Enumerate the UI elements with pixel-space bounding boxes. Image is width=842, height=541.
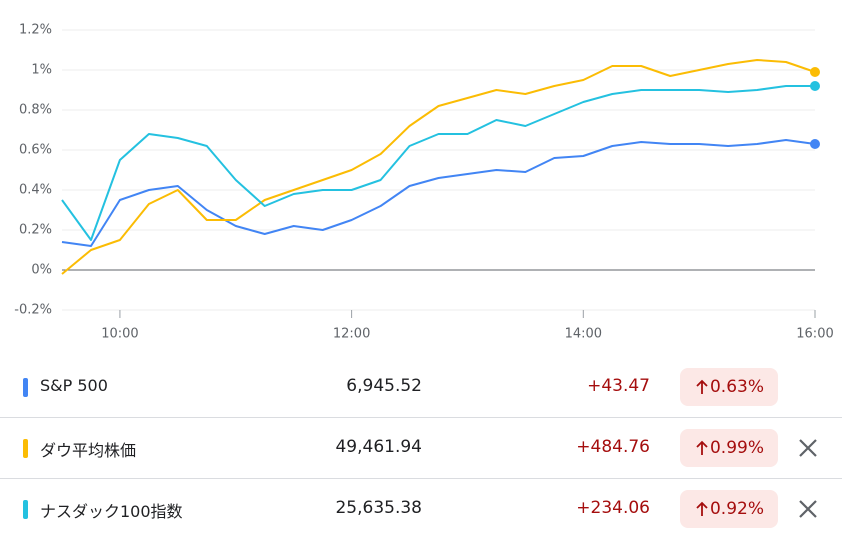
series-line — [61, 59, 816, 275]
series-line — [61, 139, 816, 247]
series-line — [61, 85, 815, 241]
x-tick-label: 16:00 — [796, 327, 833, 342]
quote-row: ナスダック100指数 25,635.38 +234.06 0.92% — [0, 479, 842, 539]
remove-button[interactable] — [796, 436, 820, 460]
color-marker — [23, 378, 28, 397]
price: 49,461.94 — [335, 437, 422, 457]
percent-badge: 0.63% — [680, 368, 778, 406]
change: +43.47 — [587, 376, 650, 396]
percent: 0.92% — [709, 499, 764, 519]
y-tick-label: 0% — [31, 263, 52, 278]
y-tick-label: 0.8% — [19, 103, 52, 118]
quote-row: ダウ平均株価 49,461.94 +484.76 0.99% — [0, 418, 842, 479]
end-dot — [810, 139, 820, 149]
percent: 0.63% — [709, 377, 764, 397]
up-arrow — [696, 501, 708, 516]
change: +234.06 — [576, 498, 650, 518]
y-tick-label: 1.2% — [19, 23, 52, 38]
remove-button[interactable] — [796, 497, 820, 521]
price: 6,945.52 — [346, 376, 422, 396]
percent-badge: 0.99% — [680, 429, 778, 467]
percent-badge: 0.92% — [680, 490, 778, 528]
x-tick-label: 10:00 — [101, 327, 138, 342]
up-arrow — [696, 440, 708, 455]
y-tick-label: 0.4% — [19, 183, 52, 198]
quote-table: S&P 500 6,945.52 +43.47 0.63% ダウ平均株価 49,461.9… — [0, 357, 842, 541]
index-name: S&P 500 — [40, 376, 108, 395]
index-name: ダウ平均株価 — [40, 441, 137, 460]
y-tick-label: -0.2% — [14, 303, 52, 318]
y-tick-label: 0.6% — [19, 143, 52, 158]
up-arrow — [696, 379, 708, 394]
color-marker — [23, 439, 28, 458]
price: 25,635.38 — [335, 498, 422, 518]
change: +484.76 — [576, 437, 650, 457]
x-tick-label: 12:00 — [333, 327, 370, 342]
end-dot — [810, 67, 820, 77]
y-tick-label: 1% — [31, 63, 52, 78]
x-tick-label: 14:00 — [565, 327, 602, 342]
color-marker — [23, 500, 28, 519]
y-tick-label: 0.2% — [19, 223, 52, 238]
end-dot — [810, 81, 820, 91]
index-name: ナスダック100指数 — [40, 502, 183, 521]
chart: -0.2% 0% 0.2% 0.4% 0.6% 0.8% 1% 1.2% 10:00 12:00 1… — [14, 23, 833, 342]
quote-row: S&P 500 6,945.52 +43.47 0.63% — [0, 357, 842, 418]
percent: 0.99% — [709, 438, 764, 458]
